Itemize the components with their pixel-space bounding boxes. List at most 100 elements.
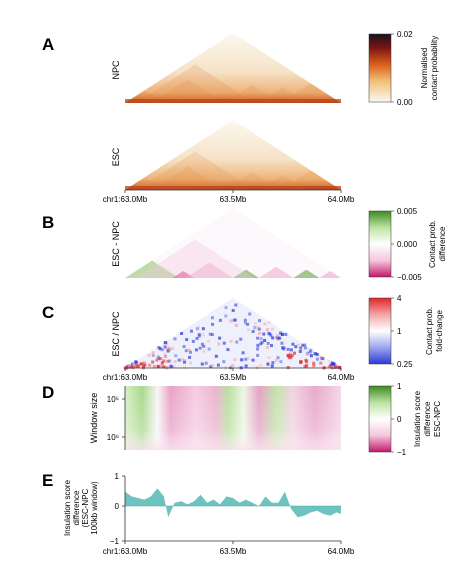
panel-c-cell-191 [210,332,214,336]
panel-e-ytick-2: −1 [110,537,120,546]
panel-c-cell-202 [142,361,146,365]
panel-c-cell-156 [216,363,220,367]
panel-c-cell-166 [287,356,291,360]
panel-c-cell-220 [155,358,159,362]
panel-c-cell-164 [305,364,309,368]
panel-e-xtick-2: 64.0Mb [328,547,355,556]
panel-c-cell-10 [243,321,247,325]
panel-e-xtick-0: chr1:63.0Mb [103,547,148,556]
panel-c-cell-25 [315,352,319,356]
panel-c-cell-98 [294,345,298,349]
panel-c-cell-230 [267,332,271,336]
panel-c-cell-216 [202,349,206,353]
panel-c-cell-57 [327,365,331,369]
panel-c-cell-146 [241,351,245,355]
panel-b-domain-3 [233,269,259,278]
panel-c-cell-225 [289,354,293,358]
panel-c-cell-38 [288,352,292,356]
panel-c-cell-167 [286,366,290,370]
panel-a-cbar-min: 0.00 [397,98,413,107]
panel-c-cell-206 [247,328,251,332]
panel-c-cell-82 [173,337,177,341]
panel-a-npc-domain-3 [224,84,281,103]
panel-b-cbar-label-2: difference [438,226,447,262]
panel-c-cell-132 [191,339,195,343]
panel-c-cell-62 [333,365,337,369]
panel-c-cell-163 [259,363,263,367]
panel-c-cell-217 [156,355,160,359]
panel-e-ylabel-1: Insulation score [63,479,72,536]
panel-b-cbar-tick-label-1: 0.000 [397,240,418,249]
panel-c-cell-155 [166,359,170,363]
panel-b-ylabel: ESC - NPC [111,221,121,267]
panel-c-cell-201 [286,353,290,357]
panel-c-cell-55 [152,364,156,368]
panel-c-cell-248 [256,347,260,351]
panel-c-cell-198 [244,364,248,368]
panel-c-cell-116 [167,348,171,352]
panel-c-cell-141 [292,351,296,355]
panel-c-cell-138 [222,360,226,364]
panel-c-cell-218 [234,323,238,327]
panel-a-esc-domain-5 [280,170,341,190]
panel-b-cbar-tick-label-0: 0.005 [397,207,418,216]
panel-c-cell-170 [226,348,230,352]
panel-label-a: A [42,35,54,54]
panel-a-cbar-label-2: contact probability [430,36,439,100]
panel-b-domain-0 [125,260,179,278]
panel-c-cell-46 [163,354,167,358]
panel-c-cell-203 [189,350,193,354]
panel-c-cell-74 [218,336,222,340]
panel-c-cell-68 [143,363,147,367]
panel-c-cell-184 [279,331,283,335]
panel-b-cbar-label-1: Contact prob. [428,220,437,268]
panel-c-cell-6 [234,303,238,307]
panel-c-cell-79 [239,337,243,341]
panel-c-cell-17 [309,354,313,358]
panel-c-cell-101 [180,331,184,335]
panel-c-cell-47 [266,341,270,345]
panel-c-cell-41 [257,327,261,331]
panel-b-cbar-tick-label-2: −0.005 [397,273,422,282]
panel-a-row-label-esc: ESC [111,147,121,166]
panel-c-cell-23 [171,347,175,351]
panel-c-cell-93 [177,358,181,362]
panel-c-cell-183 [151,351,155,355]
panel-e-ylabel-3: (ESC-NPC [81,488,90,527]
panel-d-colorbar [368,385,392,453]
panel-c-cell-80 [312,361,316,365]
panel-c-cell-158 [256,343,260,347]
panel-a-cbar-max: 0.02 [397,30,413,39]
panel-c-cell-256 [312,364,316,368]
panel-c-cell-173 [211,322,215,326]
panel-c-cell-174 [157,346,161,350]
panel-a-npc-map [125,33,341,103]
panel-c-xtick-0: chr1:63.0Mb [103,373,148,382]
panel-c-cbar-label-1: Contact prob. [425,307,434,355]
panel-c-cell-90 [329,363,333,367]
panel-c-cell-7 [248,312,252,316]
panel-c-cell-115 [319,356,323,360]
panel-c-cell-133 [246,356,250,360]
panel-c-cell-106 [233,318,237,322]
panel-e-series-area [125,488,341,518]
panel-c-cell-64 [160,364,164,368]
panel-c-cell-195 [263,322,267,326]
panel-a-xtick-1: 63.5Mb [220,195,247,204]
panel-a-npc-domain-5 [280,83,341,103]
panel-c-cell-244 [168,348,172,352]
panel-a-npc-domain-1 [150,79,225,103]
panel-b-domain-6 [319,271,341,278]
panel-c-cell-227 [229,339,233,343]
panel-c-cell-29 [174,354,178,358]
panel-a-colorbar [368,33,392,103]
panel-c-cell-243 [303,346,307,350]
panel-c-cell-14 [159,357,163,361]
panel-c-cell-169 [162,365,166,369]
panel-c-cell-61 [136,364,140,368]
panel-c-cbar-tick-label-2: 0.25 [397,360,413,369]
panel-d-cbar-label-2: difference [423,401,432,437]
panel-c-xtick-1: 63.5Mb [220,373,247,382]
panel-c-cell-51 [265,346,269,350]
panel-c-cell-81 [217,342,221,346]
